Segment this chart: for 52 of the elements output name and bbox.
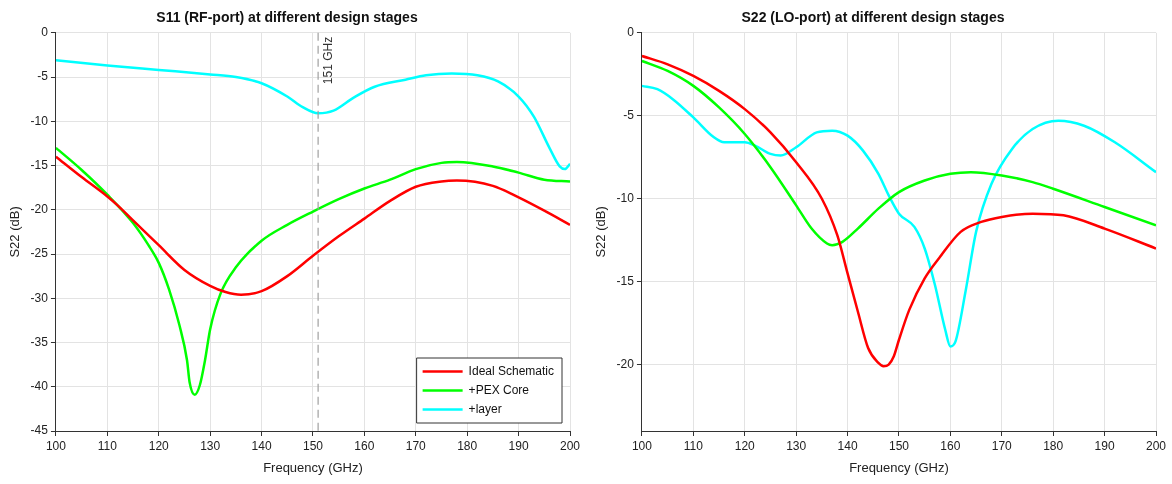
x-tick-label: 160 <box>354 438 375 453</box>
x-tick-label: 180 <box>1043 438 1064 453</box>
x-tick-label: 110 <box>683 438 704 453</box>
x-tick-label: 100 <box>631 438 653 453</box>
x-tick-label: 170 <box>991 438 1013 453</box>
line-series <box>55 146 570 396</box>
x-tick-label: 140 <box>837 438 858 453</box>
x-tick-label: 140 <box>251 438 272 453</box>
y-tick-label: -20 <box>30 202 49 217</box>
y-tick-label: -5 <box>623 108 635 123</box>
x-tick-label: 110 <box>97 438 118 453</box>
line-series <box>55 155 570 296</box>
x-tick-label: 150 <box>888 438 910 453</box>
chart-title: S22 (LO-port) at different design stages <box>741 9 1005 26</box>
chart-title: S11 (RF-port) at different design stages <box>156 9 418 26</box>
y-axis-title: S22 (dB) <box>7 206 23 258</box>
x-axis-title: Frequency (GHz) <box>263 459 363 475</box>
x-tick-label: 190 <box>508 438 529 453</box>
legend-label: Ideal Schematic <box>468 363 555 378</box>
x-tick-label: 130 <box>200 438 221 453</box>
x-tick-label: 180 <box>457 438 478 453</box>
x-tick-label: 200 <box>559 438 581 453</box>
legend-label: +PEX Core <box>468 382 530 397</box>
y-tick-label: -20 <box>616 356 635 371</box>
line-series <box>641 59 1156 247</box>
x-tick-label: 190 <box>1094 438 1115 453</box>
x-tick-label: 100 <box>45 438 67 453</box>
x-tick-label: 130 <box>786 438 807 453</box>
y-tick-label: 0 <box>627 25 635 40</box>
x-tick-label: 150 <box>302 438 324 453</box>
y-tick-label: -5 <box>37 69 49 84</box>
line-series <box>641 84 1156 348</box>
y-axis-title: S22 (dB) <box>593 206 609 258</box>
y-tick-label: -15 <box>30 157 49 172</box>
y-tick-label: -25 <box>30 246 49 261</box>
y-tick-label: -40 <box>30 379 49 394</box>
y-tick-label: -10 <box>30 113 49 128</box>
y-tick-label: -45 <box>30 423 49 438</box>
x-tick-label: 120 <box>734 438 756 453</box>
y-tick-label: 0 <box>41 25 49 40</box>
y-tick-label: -35 <box>30 334 49 349</box>
legend-label: +layer <box>468 401 502 416</box>
x-tick-label: 170 <box>405 438 427 453</box>
y-tick-label: -15 <box>616 273 635 288</box>
ref-line-label: 151 GHz <box>321 36 336 85</box>
y-tick-label: -10 <box>616 191 635 206</box>
y-tick-label: -30 <box>30 290 49 305</box>
x-axis-title: Frequency (GHz) <box>849 459 949 475</box>
x-tick-label: 200 <box>1145 438 1167 453</box>
x-tick-label: 120 <box>148 438 170 453</box>
line-series <box>641 54 1156 368</box>
x-tick-label: 160 <box>940 438 961 453</box>
